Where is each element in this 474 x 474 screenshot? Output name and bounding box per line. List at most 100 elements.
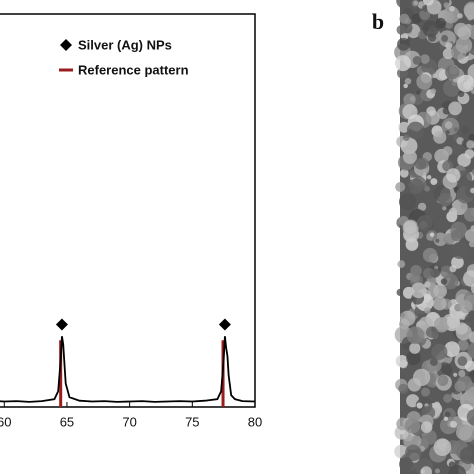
particle bbox=[430, 178, 438, 186]
particle bbox=[459, 446, 474, 465]
particle bbox=[403, 220, 417, 235]
particle bbox=[444, 121, 453, 129]
particle bbox=[430, 88, 437, 94]
particle bbox=[445, 42, 453, 50]
particle bbox=[438, 192, 453, 207]
particle bbox=[465, 229, 474, 242]
particle bbox=[457, 90, 465, 98]
particle bbox=[451, 241, 469, 259]
particle bbox=[437, 374, 449, 386]
particle bbox=[406, 326, 425, 345]
particle bbox=[464, 149, 474, 159]
particle bbox=[397, 260, 406, 268]
particle bbox=[440, 278, 448, 285]
particle bbox=[453, 127, 459, 132]
x-tick-label: 80 bbox=[248, 414, 262, 429]
particle bbox=[470, 187, 474, 194]
particle bbox=[446, 315, 460, 329]
particle bbox=[422, 20, 439, 38]
particle bbox=[446, 168, 461, 183]
particle bbox=[397, 37, 410, 51]
particle bbox=[468, 240, 474, 248]
particle bbox=[409, 96, 416, 102]
particle bbox=[405, 444, 422, 462]
particle bbox=[468, 133, 474, 141]
particle bbox=[459, 300, 473, 314]
particle bbox=[422, 247, 438, 263]
sem-image bbox=[394, 0, 474, 474]
particle bbox=[426, 174, 432, 180]
particle bbox=[449, 420, 458, 428]
particle bbox=[416, 402, 423, 409]
particle bbox=[429, 232, 435, 237]
particle bbox=[422, 0, 434, 6]
particle bbox=[444, 411, 451, 418]
particle bbox=[449, 5, 455, 12]
particle bbox=[396, 25, 406, 35]
particle bbox=[448, 465, 467, 474]
particle bbox=[399, 359, 408, 369]
particle bbox=[420, 466, 433, 474]
particle bbox=[426, 326, 438, 339]
particle bbox=[412, 56, 422, 65]
particle bbox=[433, 316, 450, 333]
particle bbox=[448, 101, 462, 116]
particle bbox=[454, 380, 466, 392]
particle bbox=[439, 45, 444, 50]
particle bbox=[441, 34, 449, 42]
particle bbox=[433, 130, 447, 144]
particle bbox=[433, 401, 441, 408]
particle bbox=[443, 79, 461, 97]
particle bbox=[424, 307, 431, 314]
particle bbox=[435, 68, 448, 81]
particle bbox=[464, 312, 474, 328]
particle bbox=[443, 273, 459, 290]
particle bbox=[464, 386, 474, 404]
particle bbox=[404, 77, 412, 85]
particle bbox=[415, 90, 421, 95]
particle bbox=[421, 429, 437, 445]
particle bbox=[445, 65, 460, 80]
particle bbox=[399, 13, 410, 24]
peak-marker bbox=[218, 318, 231, 331]
particle bbox=[464, 360, 474, 372]
particle bbox=[443, 416, 449, 421]
particle bbox=[420, 54, 430, 64]
particle bbox=[455, 36, 473, 54]
data-line bbox=[0, 336, 256, 403]
particle bbox=[443, 393, 453, 403]
particle bbox=[467, 342, 474, 359]
particle bbox=[457, 356, 468, 366]
particle bbox=[433, 438, 452, 457]
legend-label: Reference pattern bbox=[78, 62, 189, 77]
particle bbox=[457, 74, 474, 93]
particle bbox=[419, 9, 431, 21]
particle bbox=[400, 312, 406, 318]
particle bbox=[399, 457, 414, 472]
particle bbox=[424, 185, 430, 192]
particle bbox=[466, 409, 474, 426]
particle bbox=[432, 73, 438, 79]
particle bbox=[431, 343, 448, 360]
particle bbox=[442, 146, 453, 156]
x-tick-label: 65 bbox=[60, 414, 74, 429]
particle bbox=[460, 202, 468, 210]
particle bbox=[444, 341, 460, 358]
particle bbox=[421, 387, 431, 397]
particle bbox=[463, 207, 474, 222]
panel-label: b bbox=[372, 9, 384, 34]
particle bbox=[406, 121, 425, 140]
legend-marker bbox=[60, 39, 72, 51]
particle bbox=[426, 106, 436, 117]
particle bbox=[454, 22, 468, 37]
particle bbox=[399, 168, 409, 178]
particle bbox=[412, 368, 431, 387]
plot-frame bbox=[0, 13, 256, 408]
particle bbox=[451, 256, 464, 269]
particle bbox=[414, 158, 427, 170]
particle bbox=[450, 229, 463, 242]
particle bbox=[416, 73, 433, 90]
particle bbox=[456, 424, 472, 441]
particle bbox=[402, 134, 410, 141]
